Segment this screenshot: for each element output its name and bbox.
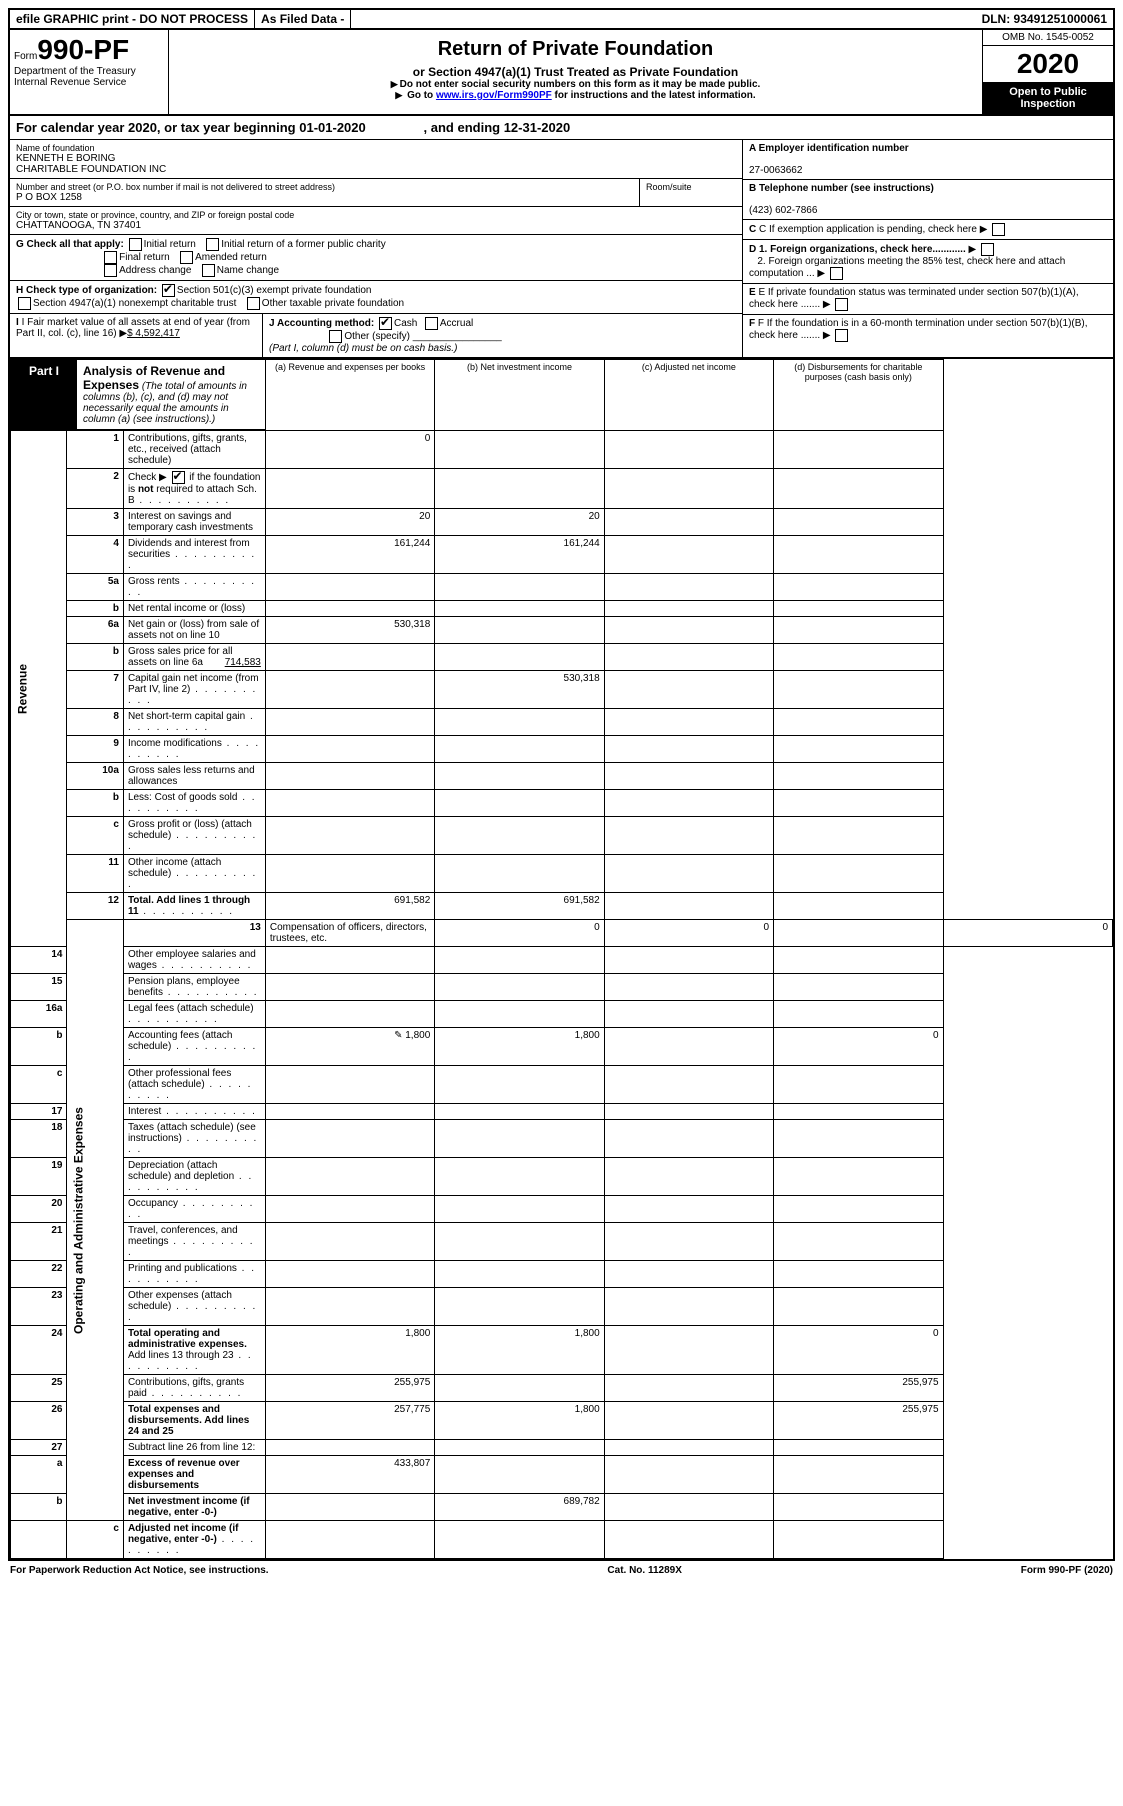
footer-right: Form 990-PF (2020)	[1021, 1565, 1113, 1576]
col-a-header: (a) Revenue and expenses per books	[265, 360, 434, 431]
chk-c[interactable]	[992, 223, 1005, 236]
chk-cash[interactable]	[379, 317, 392, 330]
dln: DLN: 93491251000061	[351, 10, 1113, 28]
part1-table: Part I Analysis of Revenue and Expenses …	[10, 359, 1113, 1559]
chk-other-taxable[interactable]	[247, 297, 260, 310]
info-right: A Employer identification number 27-0063…	[742, 140, 1113, 357]
page-footer: For Paperwork Reduction Act Notice, see …	[8, 1561, 1115, 1576]
attach-icon[interactable]: ✎	[394, 1030, 402, 1041]
chk-accrual[interactable]	[425, 317, 438, 330]
chk-schb[interactable]	[172, 471, 185, 484]
city-state-zip: CHATTANOOGA, TN 37401	[16, 220, 736, 231]
col-b-header: (b) Net investment income	[435, 360, 604, 431]
h-row: H Check type of organization: Section 50…	[10, 281, 742, 314]
e-cell: E E If private foundation status was ter…	[743, 284, 1113, 315]
room-label: Room/suite	[646, 182, 736, 192]
omb-number: OMB No. 1545-0052	[983, 30, 1113, 46]
col-d-header: (d) Disbursements for charitable purpose…	[774, 360, 943, 431]
year-end: 12-31-2020	[504, 120, 571, 135]
c-cell: C C If exemption application is pending,…	[743, 220, 1113, 240]
form-header: Form990-PF Department of the Treasury In…	[10, 30, 1113, 116]
col-c-header: (c) Adjusted net income	[604, 360, 773, 431]
open-inspection: Open to Public Inspection	[983, 82, 1113, 114]
header-left: Form990-PF Department of the Treasury In…	[10, 30, 169, 114]
chk-amended[interactable]	[180, 251, 193, 264]
info-left: Name of foundation KENNETH E BORING CHAR…	[10, 140, 742, 357]
year-begin: 01-01-2020	[299, 120, 366, 135]
a-cell: A Employer identification number 27-0063…	[743, 140, 1113, 180]
top-bar: efile GRAPHIC print - DO NOT PROCESS As …	[10, 10, 1113, 30]
chk-name[interactable]	[202, 264, 215, 277]
form-prefix: Form	[14, 51, 37, 62]
dept-treasury: Department of the Treasury	[14, 66, 164, 77]
tax-year: 2020	[983, 46, 1113, 82]
address-row: Number and street (or P.O. box number if…	[10, 179, 742, 207]
foundation-name-1: KENNETH E BORING	[16, 153, 736, 164]
footer-left: For Paperwork Reduction Act Notice, see …	[10, 1565, 269, 1576]
as-filed: As Filed Data -	[255, 10, 351, 28]
footer-mid: Cat. No. 11289X	[607, 1565, 681, 1576]
chk-4947[interactable]	[18, 297, 31, 310]
expenses-side-label: Operating and Administrative Expenses	[67, 920, 123, 1521]
chk-address[interactable]	[104, 264, 117, 277]
fmv-value: $ 4,592,417	[127, 328, 180, 339]
part-label: Part I	[11, 360, 77, 429]
d-cell: D 1. Foreign organizations, check here..…	[743, 240, 1113, 284]
efile-notice: efile GRAPHIC print - DO NOT PROCESS	[10, 10, 255, 28]
phone: (423) 602-7866	[749, 205, 817, 216]
name-cell: Name of foundation KENNETH E BORING CHAR…	[10, 140, 742, 179]
b-cell: B Telephone number (see instructions) (4…	[743, 180, 1113, 220]
warning-1: Do not enter social security numbers on …	[177, 79, 974, 90]
chk-e[interactable]	[835, 298, 848, 311]
chk-other-method[interactable]	[329, 330, 342, 343]
chk-initial-former[interactable]	[206, 238, 219, 251]
foundation-name-2: CHARITABLE FOUNDATION INC	[16, 164, 736, 175]
chk-d1[interactable]	[981, 243, 994, 256]
ij-row: I I Fair market value of all assets at e…	[10, 314, 742, 357]
j-note: (Part I, column (d) must be on cash basi…	[269, 343, 457, 354]
form-container: efile GRAPHIC print - DO NOT PROCESS As …	[8, 8, 1115, 1561]
irs-label: Internal Revenue Service	[14, 77, 164, 88]
street-address: P O BOX 1258	[16, 192, 633, 203]
revenue-side-label: Revenue	[11, 431, 67, 947]
calendar-year-line: For calendar year 2020, or tax year begi…	[10, 116, 1113, 140]
f-cell: F F If the foundation is in a 60-month t…	[743, 315, 1113, 345]
city-cell: City or town, state or province, country…	[10, 207, 742, 235]
form-subtitle: or Section 4947(a)(1) Trust Treated as P…	[177, 65, 974, 79]
form-title: Return of Private Foundation	[177, 38, 974, 61]
chk-initial[interactable]	[129, 238, 142, 251]
chk-d2[interactable]	[830, 267, 843, 280]
ein: 27-0063662	[749, 165, 802, 176]
chk-final[interactable]	[104, 251, 117, 264]
info-grid: Name of foundation KENNETH E BORING CHAR…	[10, 140, 1113, 359]
chk-f[interactable]	[835, 329, 848, 342]
g-row: G Check all that apply: Initial return I…	[10, 235, 742, 281]
6b-val: 714,583	[225, 657, 261, 668]
form-number: 990-PF	[37, 34, 129, 65]
chk-501c3[interactable]	[162, 284, 175, 297]
irs-link[interactable]: www.irs.gov/Form990PF	[436, 90, 552, 101]
header-right: OMB No. 1545-0052 2020 Open to Public In…	[982, 30, 1113, 114]
header-center: Return of Private Foundation or Section …	[169, 30, 982, 114]
warning-2: Go to www.irs.gov/Form990PF for instruct…	[177, 90, 974, 101]
